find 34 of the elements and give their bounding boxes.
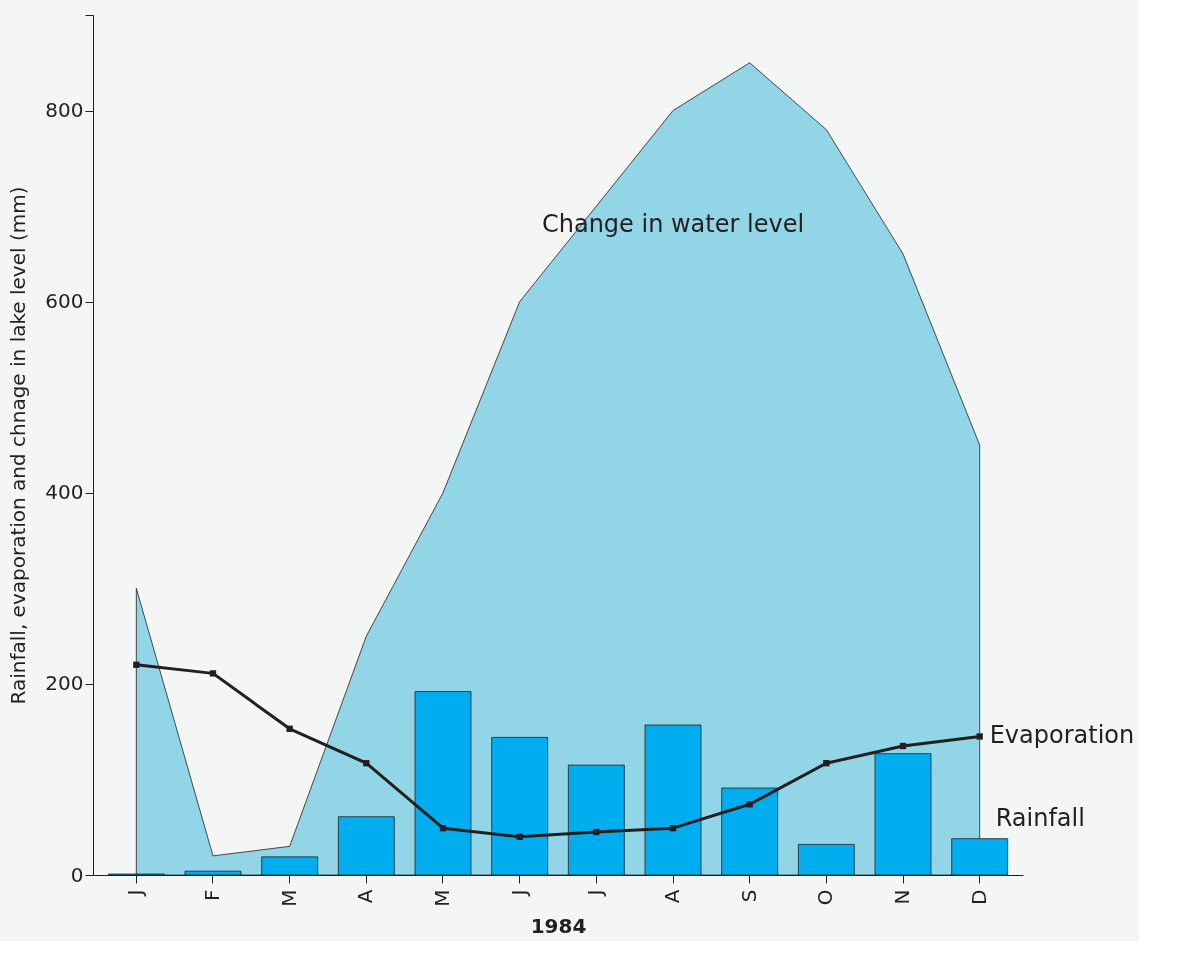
y-tick-label: 400 xyxy=(45,480,84,505)
y-tick-label: 600 xyxy=(45,289,84,314)
point xyxy=(209,670,217,677)
point xyxy=(899,742,907,750)
point xyxy=(976,733,983,740)
point xyxy=(669,825,677,832)
series-label: Rainfall xyxy=(995,803,1085,832)
series-label: Evaporation xyxy=(989,721,1135,750)
x-tick-label: N xyxy=(890,889,915,905)
x-tick-label: A xyxy=(660,889,684,904)
y-tick-label: 200 xyxy=(45,671,84,696)
x-axis-title: 1984 xyxy=(530,913,587,938)
point xyxy=(823,760,830,767)
point xyxy=(439,825,447,832)
point xyxy=(133,661,140,668)
point xyxy=(746,801,753,808)
x-tick-label: F xyxy=(199,889,224,902)
point xyxy=(363,760,370,767)
point xyxy=(593,828,600,836)
point xyxy=(516,833,523,840)
x-tick-label: D xyxy=(966,889,991,905)
point xyxy=(286,725,293,732)
series-label: Change in water level xyxy=(541,210,805,239)
x-tick-label: M xyxy=(430,889,454,907)
x-tick-label: J xyxy=(123,889,148,898)
x-tick-label: A xyxy=(353,889,378,904)
y-tick-label: 0 xyxy=(70,862,84,887)
x-tick-label: S xyxy=(736,889,761,903)
y-tick-label: 800 xyxy=(45,98,84,123)
y-axis-title: Rainfall, evaporation and chnage in lake level (mm) xyxy=(6,186,31,705)
x-tick-label: J xyxy=(506,889,531,898)
x-tick-label: O xyxy=(813,889,838,906)
x-tick-label: M xyxy=(276,889,301,907)
x-tick-label: J xyxy=(583,889,608,898)
